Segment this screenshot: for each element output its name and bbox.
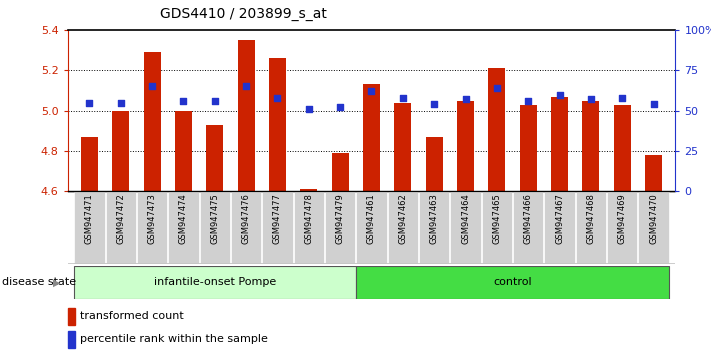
Bar xyxy=(363,85,380,191)
Text: GSM947476: GSM947476 xyxy=(242,193,251,244)
Text: GSM947465: GSM947465 xyxy=(492,193,501,244)
Point xyxy=(366,88,378,94)
Bar xyxy=(300,189,317,191)
Text: disease state: disease state xyxy=(2,277,76,287)
Text: GSM947469: GSM947469 xyxy=(618,193,626,244)
Text: transformed count: transformed count xyxy=(80,312,184,321)
Point xyxy=(146,84,158,89)
Text: GSM947461: GSM947461 xyxy=(367,193,376,244)
Bar xyxy=(75,192,105,263)
Point xyxy=(397,95,409,101)
Bar xyxy=(451,192,481,263)
Point xyxy=(554,92,565,97)
Bar xyxy=(81,137,98,191)
Point xyxy=(240,84,252,89)
Text: GSM947473: GSM947473 xyxy=(148,193,156,244)
Bar xyxy=(169,192,198,263)
Text: ▶: ▶ xyxy=(53,277,61,287)
Text: GSM947463: GSM947463 xyxy=(429,193,439,244)
Bar xyxy=(106,192,136,263)
Bar xyxy=(356,192,387,263)
Bar xyxy=(112,111,129,191)
Text: percentile rank within the sample: percentile rank within the sample xyxy=(80,335,268,344)
Text: GSM947472: GSM947472 xyxy=(117,193,125,244)
Bar xyxy=(74,266,356,299)
Text: GSM947462: GSM947462 xyxy=(398,193,407,244)
Text: GSM947478: GSM947478 xyxy=(304,193,314,244)
Bar xyxy=(294,192,324,263)
Bar xyxy=(144,52,161,191)
Text: GSM947467: GSM947467 xyxy=(555,193,564,244)
Text: GSM947470: GSM947470 xyxy=(649,193,658,244)
Text: infantile-onset Pompe: infantile-onset Pompe xyxy=(154,277,276,287)
Point xyxy=(585,97,597,102)
Bar xyxy=(520,104,537,191)
Text: GSM947471: GSM947471 xyxy=(85,193,94,244)
Point xyxy=(84,100,95,105)
Bar xyxy=(576,192,606,263)
Point xyxy=(648,101,659,107)
Point xyxy=(429,101,440,107)
Text: GSM947479: GSM947479 xyxy=(336,193,345,244)
Text: GSM947475: GSM947475 xyxy=(210,193,219,244)
Text: GSM947474: GSM947474 xyxy=(179,193,188,244)
Bar xyxy=(387,192,418,263)
Bar xyxy=(137,192,167,263)
Bar xyxy=(231,192,261,263)
Bar xyxy=(513,192,543,263)
Point xyxy=(178,98,189,104)
Text: control: control xyxy=(493,277,532,287)
Point xyxy=(460,97,471,102)
Text: GSM947468: GSM947468 xyxy=(587,193,595,244)
Bar xyxy=(482,192,512,263)
Bar xyxy=(457,101,474,191)
Bar xyxy=(638,192,668,263)
Bar xyxy=(68,331,75,348)
Bar xyxy=(394,103,412,191)
Bar xyxy=(269,58,286,191)
Bar xyxy=(356,266,669,299)
Text: GSM947464: GSM947464 xyxy=(461,193,470,244)
Text: GSM947466: GSM947466 xyxy=(524,193,533,244)
Bar xyxy=(175,111,192,191)
Bar xyxy=(551,97,568,191)
Bar xyxy=(331,153,349,191)
Point xyxy=(209,98,220,104)
Point xyxy=(491,85,503,91)
Bar xyxy=(614,104,631,191)
Bar xyxy=(488,68,506,191)
Bar xyxy=(262,192,292,263)
Point xyxy=(616,95,628,101)
Point xyxy=(523,98,534,104)
Bar xyxy=(582,101,599,191)
Bar xyxy=(419,192,449,263)
Bar xyxy=(607,192,637,263)
Point xyxy=(115,100,127,105)
Bar xyxy=(545,192,574,263)
Bar xyxy=(237,40,255,191)
Bar xyxy=(426,137,443,191)
Bar xyxy=(325,192,356,263)
Point xyxy=(334,104,346,110)
Bar xyxy=(645,155,662,191)
Point xyxy=(272,95,283,101)
Text: GDS4410 / 203899_s_at: GDS4410 / 203899_s_at xyxy=(160,7,327,21)
Bar xyxy=(68,308,75,325)
Text: GSM947477: GSM947477 xyxy=(273,193,282,244)
Point xyxy=(303,106,314,112)
Bar xyxy=(206,125,223,191)
Bar xyxy=(200,192,230,263)
